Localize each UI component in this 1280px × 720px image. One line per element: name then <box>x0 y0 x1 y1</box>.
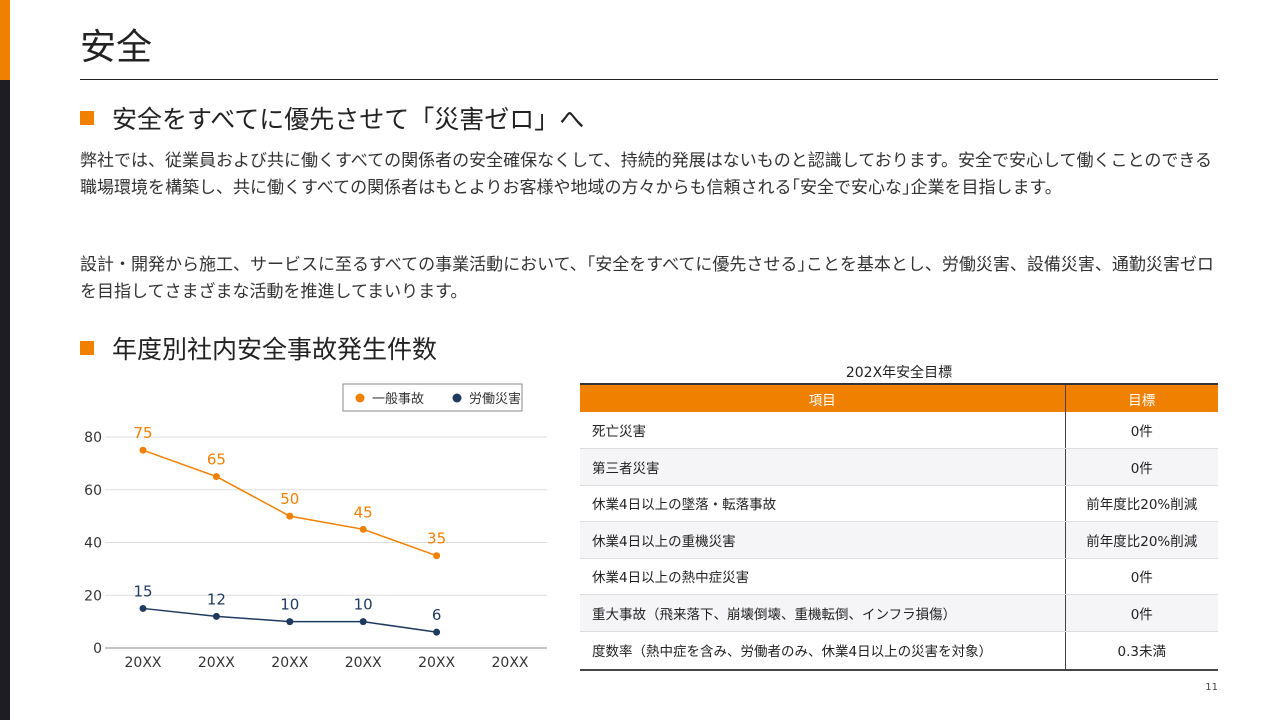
data-point <box>359 618 367 626</box>
data-point <box>139 604 147 612</box>
data-point <box>286 512 294 520</box>
policy-paragraph-1: 弊社では、従業員および共に働くすべての関係者の安全確保なくして、持続的発展はない… <box>80 151 1213 198</box>
y-tick-label: 80 <box>84 430 102 446</box>
data-point <box>433 628 441 636</box>
header-goal: 目標 <box>1064 383 1218 412</box>
item-cell: 重大事故（飛来落下、崩壊倒壊、重機転倒、インフラ損傷） <box>580 594 1065 632</box>
item-cell: 度数率（熱中症を含み、労働者のみ、休業4日以上の災害を対象） <box>580 631 1065 671</box>
table-row: 第三者災害 0件 <box>580 448 1218 486</box>
y-tick-label: 40 <box>84 536 102 552</box>
item-cell: 休業4日以上の重機災害 <box>580 521 1065 559</box>
section-heading-safety: 安全をすべてに優先させて「災害ゼロ」へ <box>80 100 584 136</box>
table-row: 休業4日以上の墜落・転落事故 前年度比20%削減 <box>580 485 1218 522</box>
accent-bar <box>0 0 10 80</box>
data-point <box>433 552 441 560</box>
x-tick-label: 20XX <box>125 655 162 671</box>
data-point <box>286 618 294 626</box>
data-label: 6 <box>432 606 442 624</box>
legend-label: 労働災害 <box>469 391 521 407</box>
goal-cell: 0件 <box>1064 594 1218 632</box>
heading-text: 年度別社内安全事故発生件数 <box>112 335 438 364</box>
x-tick-label: 20XX <box>345 655 382 671</box>
page-title: 安全 <box>80 27 153 68</box>
goal-cell: 0件 <box>1064 448 1218 486</box>
heading-text: 安全をすべてに優先させて「災害ゼロ」へ <box>112 105 585 134</box>
legend: 一般事故 労働災害 <box>342 383 523 412</box>
table-row: 休業4日以上の熱中症災害 0件 <box>580 558 1218 595</box>
item-cell: 休業4日以上の熱中症災害 <box>580 558 1065 595</box>
data-label: 15 <box>133 582 152 600</box>
table-row: 死亡災害 0件 <box>580 412 1218 449</box>
data-label: 35 <box>427 530 446 548</box>
goal-cell: 前年度比20%削減 <box>1064 521 1218 559</box>
table-row: 重大事故（飛来落下、崩壊倒壊、重機転倒、インフラ損傷） 0件 <box>580 594 1218 632</box>
goal-cell: 0.3未満 <box>1064 631 1218 671</box>
x-tick-label: 20XX <box>198 655 235 671</box>
bullet-square-icon <box>80 111 94 125</box>
table-row: 休業4日以上の重機災害 前年度比20%削減 <box>580 521 1218 559</box>
item-cell: 休業4日以上の墜落・転落事故 <box>580 485 1065 522</box>
data-point <box>212 612 220 620</box>
y-tick-label: 0 <box>93 641 102 657</box>
side-bar <box>0 80 10 720</box>
data-point <box>359 525 367 533</box>
x-tick-label: 20XX <box>271 655 308 671</box>
legend-label: 一般事故 <box>372 391 424 407</box>
policy-paragraph-2: 設計・開発から施工、サービスに至るすべての事業活動において、｢安全をすべてに優先… <box>80 255 1214 302</box>
item-cell: 死亡災害 <box>580 412 1065 449</box>
y-tick-label: 20 <box>84 588 102 604</box>
legend-marker-icon <box>355 393 365 403</box>
title-divider <box>80 79 1218 80</box>
goal-cell: 0件 <box>1064 412 1218 449</box>
item-cell: 第三者災害 <box>580 448 1065 486</box>
data-label: 10 <box>354 596 373 614</box>
data-point <box>139 446 147 454</box>
data-label: 65 <box>207 451 226 469</box>
section-heading-accidents: 年度別社内安全事故発生件数 <box>80 330 437 366</box>
legend-marker-icon <box>452 393 462 403</box>
y-tick-label: 60 <box>84 483 102 499</box>
goal-cell: 前年度比20%削減 <box>1064 485 1218 522</box>
data-label: 10 <box>280 596 299 614</box>
x-tick-label: 20XX <box>492 655 529 671</box>
goal-cell: 0件 <box>1064 558 1218 595</box>
data-label: 75 <box>133 424 152 442</box>
table-row: 度数率（熱中症を含み、労働者のみ、休業4日以上の災害を対象） 0.3未満 <box>580 631 1218 671</box>
data-label: 50 <box>280 490 299 508</box>
header-item: 項目 <box>580 383 1065 412</box>
x-tick-label: 20XX <box>418 655 455 671</box>
data-label: 45 <box>354 503 373 521</box>
table-title: 202X年安全目標 <box>845 365 953 381</box>
data-label: 12 <box>207 590 226 608</box>
safety-goals-table: 項目 目標 死亡災害 0件 第三者災害 0件 休業4日以上の墜落・転落事故 前年度比20%削… <box>580 383 1218 671</box>
bullet-square-icon <box>80 341 94 355</box>
data-point <box>212 473 220 481</box>
page-number: 11 <box>1205 682 1218 693</box>
